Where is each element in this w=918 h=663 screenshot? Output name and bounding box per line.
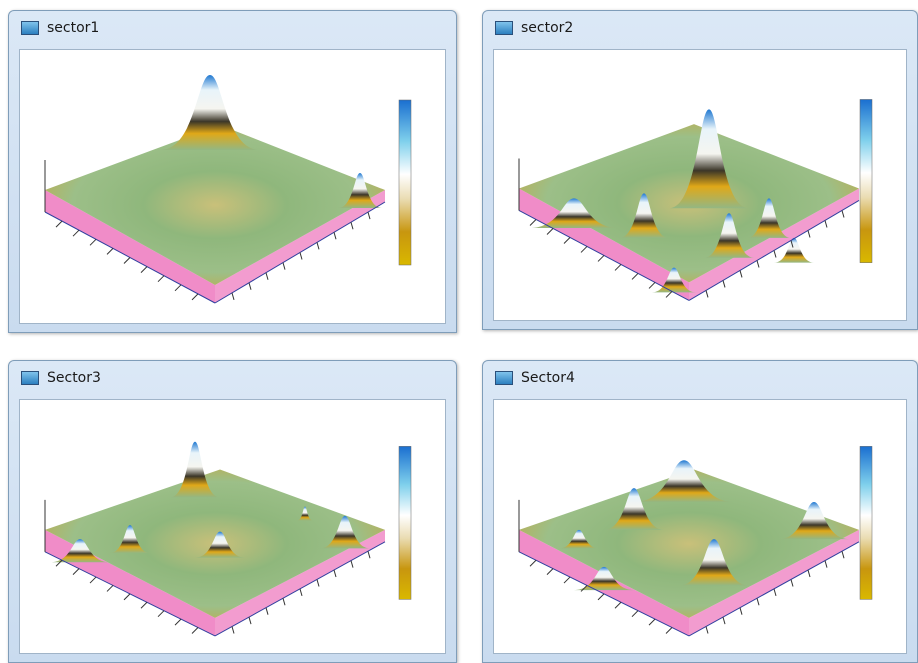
axis-tick bbox=[808, 230, 810, 237]
surface-plot bbox=[20, 400, 447, 655]
axis-tick bbox=[300, 589, 302, 596]
axis-tick bbox=[723, 280, 725, 287]
axis-tick bbox=[56, 221, 62, 227]
axis-tick bbox=[266, 608, 268, 615]
axis-tick bbox=[334, 570, 336, 577]
axis-tick bbox=[283, 263, 285, 270]
axis-tick bbox=[266, 273, 268, 280]
plot-area bbox=[493, 399, 907, 654]
axis-tick bbox=[283, 598, 285, 605]
plot-area bbox=[493, 49, 907, 321]
axis-tick bbox=[90, 577, 96, 583]
window-title: Sector4 bbox=[521, 370, 575, 386]
axis-tick bbox=[107, 585, 113, 591]
axis-tick bbox=[547, 228, 553, 234]
axis-tick bbox=[124, 594, 130, 600]
window[interactable]: sector2 bbox=[482, 10, 918, 330]
axis-tick bbox=[649, 282, 655, 288]
axis-tick bbox=[598, 255, 604, 261]
axis-tick bbox=[530, 560, 536, 566]
window-icon bbox=[21, 21, 39, 35]
axis-tick bbox=[615, 602, 621, 608]
axis-tick bbox=[124, 258, 130, 264]
color-bar bbox=[399, 100, 411, 265]
window-icon bbox=[495, 21, 513, 35]
title-bar[interactable]: Sector4 bbox=[483, 361, 917, 395]
surface-plot bbox=[494, 50, 908, 322]
axis-tick bbox=[774, 589, 776, 596]
axis-tick bbox=[334, 232, 336, 239]
plot-area bbox=[19, 399, 446, 654]
axis-tick bbox=[141, 602, 147, 608]
axis-tick bbox=[73, 569, 79, 575]
axis-tick bbox=[632, 273, 638, 279]
axis-tick bbox=[249, 283, 251, 290]
axis-tick bbox=[158, 276, 164, 282]
axis-tick bbox=[666, 291, 672, 297]
title-bar[interactable]: sector2 bbox=[483, 11, 917, 45]
axis-tick bbox=[232, 293, 234, 300]
axis-tick bbox=[175, 285, 181, 291]
axis-tick bbox=[547, 569, 553, 575]
color-bar bbox=[860, 446, 872, 599]
axis-tick bbox=[192, 294, 198, 300]
window[interactable]: Sector4 bbox=[482, 360, 918, 663]
axis-tick bbox=[317, 242, 319, 249]
surface-plot bbox=[20, 50, 447, 325]
axis-tick bbox=[825, 561, 827, 568]
desktop: {"windows": [{"title": "sector1"}, {"tit… bbox=[0, 0, 918, 663]
color-bar bbox=[399, 446, 411, 599]
axis-tick bbox=[706, 627, 708, 634]
title-bar[interactable]: sector1 bbox=[9, 11, 456, 45]
window[interactable]: Sector3 bbox=[8, 360, 457, 663]
axis-tick bbox=[740, 270, 742, 277]
axis-tick bbox=[757, 598, 759, 605]
plot-area bbox=[19, 49, 446, 324]
color-bar bbox=[860, 99, 872, 262]
axis-tick bbox=[158, 611, 164, 617]
window-icon bbox=[495, 371, 513, 385]
axis-tick bbox=[598, 594, 604, 600]
surface-plot bbox=[494, 400, 908, 655]
axis-tick bbox=[141, 267, 147, 273]
axis-tick bbox=[791, 579, 793, 586]
axis-tick bbox=[317, 579, 319, 586]
axis-tick bbox=[757, 260, 759, 267]
axis-tick bbox=[581, 246, 587, 252]
window-icon bbox=[21, 371, 39, 385]
title-bar[interactable]: Sector3 bbox=[9, 361, 456, 395]
axis-tick bbox=[351, 222, 353, 229]
axis-tick bbox=[825, 220, 827, 227]
axis-tick bbox=[842, 210, 844, 217]
axis-tick bbox=[706, 290, 708, 297]
axis-tick bbox=[774, 250, 776, 257]
axis-tick bbox=[723, 617, 725, 624]
axis-tick bbox=[615, 264, 621, 270]
axis-tick bbox=[842, 551, 844, 558]
axis-tick bbox=[300, 253, 302, 260]
axis-tick bbox=[249, 617, 251, 624]
axis-tick bbox=[351, 561, 353, 568]
axis-tick bbox=[368, 551, 370, 558]
axis-tick bbox=[740, 608, 742, 615]
window-title: sector1 bbox=[47, 20, 99, 36]
axis-tick bbox=[192, 628, 198, 634]
axis-tick bbox=[564, 237, 570, 243]
axis-tick bbox=[73, 230, 79, 236]
axis-tick bbox=[232, 627, 234, 634]
axis-tick bbox=[90, 239, 96, 245]
axis-tick bbox=[107, 248, 113, 254]
window-title: sector2 bbox=[521, 20, 573, 36]
axis-tick bbox=[530, 219, 536, 225]
window[interactable]: sector1 bbox=[8, 10, 457, 333]
window-title: Sector3 bbox=[47, 370, 101, 386]
axis-tick bbox=[649, 619, 655, 625]
axis-tick bbox=[632, 611, 638, 617]
axis-tick bbox=[808, 570, 810, 577]
axis-tick bbox=[368, 212, 370, 219]
axis-tick bbox=[564, 577, 570, 583]
axis-tick bbox=[666, 628, 672, 634]
axis-tick bbox=[175, 619, 181, 625]
